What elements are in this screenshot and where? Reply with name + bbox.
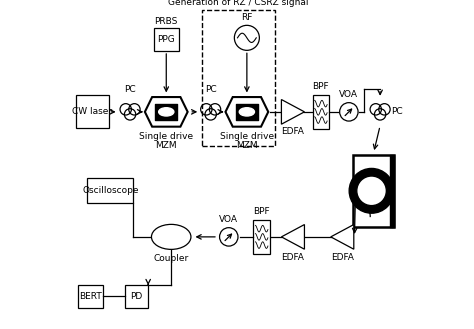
Polygon shape bbox=[226, 97, 268, 127]
Text: Single drive: Single drive bbox=[139, 132, 193, 140]
Text: CW laser: CW laser bbox=[72, 107, 112, 116]
Bar bbox=[87, 178, 133, 203]
Bar bbox=[353, 155, 394, 227]
Bar bbox=[125, 285, 148, 308]
Ellipse shape bbox=[152, 224, 191, 249]
Text: PC: PC bbox=[124, 85, 136, 94]
Text: PC: PC bbox=[391, 107, 402, 116]
Bar bbox=[78, 285, 103, 308]
Polygon shape bbox=[282, 224, 304, 249]
Text: BPF: BPF bbox=[254, 207, 270, 216]
Text: VOA: VOA bbox=[339, 90, 358, 99]
Text: PPG: PPG bbox=[157, 35, 175, 44]
Text: MZM: MZM bbox=[236, 141, 258, 150]
Text: EDFA: EDFA bbox=[282, 127, 304, 137]
Ellipse shape bbox=[159, 108, 174, 116]
Text: Single drive: Single drive bbox=[220, 132, 274, 140]
Text: Generation of RZ / CSRZ signal: Generation of RZ / CSRZ signal bbox=[168, 0, 309, 7]
Polygon shape bbox=[145, 97, 188, 127]
Text: RF: RF bbox=[241, 13, 253, 22]
Text: EDFA: EDFA bbox=[331, 253, 354, 262]
Text: BPF: BPF bbox=[312, 82, 329, 91]
Text: PRBS: PRBS bbox=[155, 17, 178, 26]
Text: PD: PD bbox=[130, 291, 143, 301]
Text: Coupler: Coupler bbox=[154, 254, 189, 263]
Bar bbox=[254, 220, 270, 254]
Bar bbox=[313, 95, 329, 129]
Text: Oscilloscope: Oscilloscope bbox=[82, 186, 138, 195]
Text: MZM: MZM bbox=[155, 141, 177, 150]
Bar bbox=[154, 28, 179, 51]
Ellipse shape bbox=[239, 108, 255, 116]
Polygon shape bbox=[331, 224, 354, 249]
Text: PC: PC bbox=[205, 85, 217, 94]
Text: EDFA: EDFA bbox=[282, 253, 304, 262]
Circle shape bbox=[357, 176, 386, 206]
Text: VOA: VOA bbox=[219, 215, 238, 224]
Polygon shape bbox=[282, 99, 304, 124]
Bar bbox=[76, 95, 109, 128]
Bar bbox=[202, 10, 275, 146]
Circle shape bbox=[349, 168, 394, 213]
Text: BERT: BERT bbox=[79, 291, 102, 301]
